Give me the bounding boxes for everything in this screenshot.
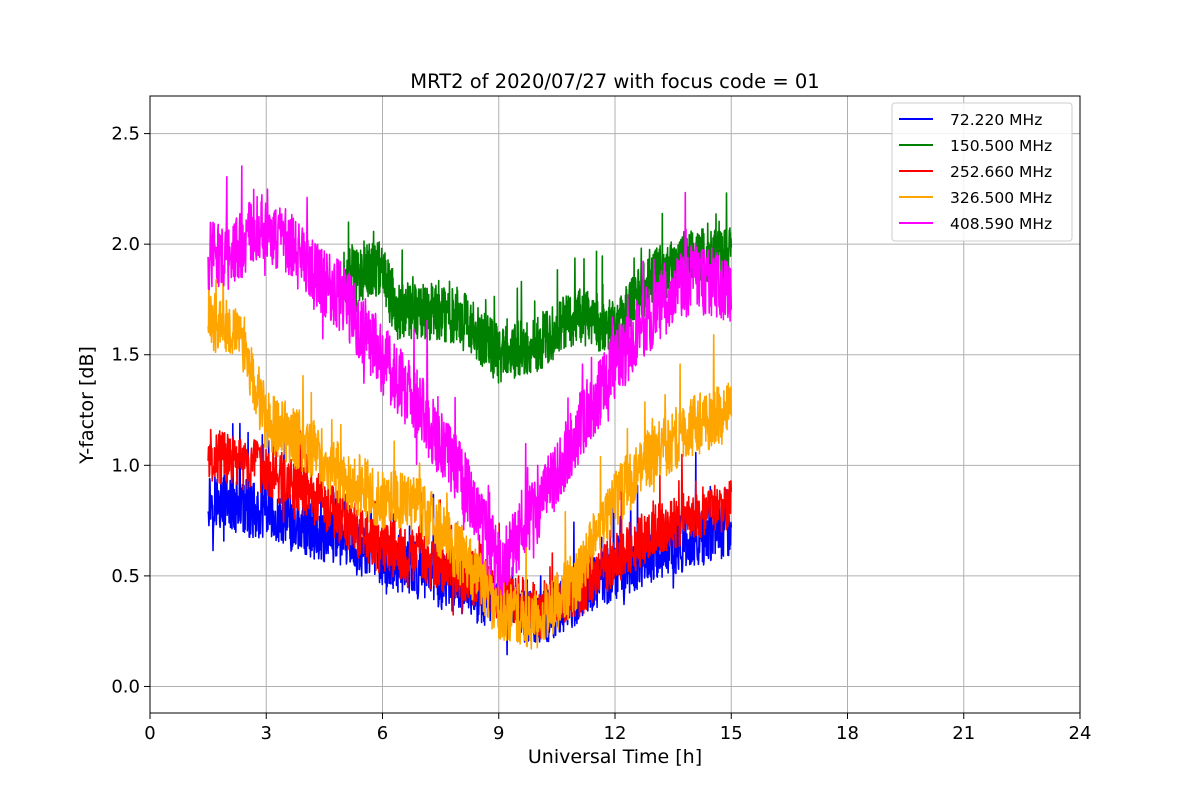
x-tick-label: 0 (144, 723, 155, 744)
x-tick-label: 9 (493, 723, 504, 744)
y-tick-label: 2.0 (111, 234, 140, 255)
legend-box (891, 102, 1073, 242)
y-tick-label: 1.0 (111, 455, 140, 476)
x-axis-ticks: 0 3 6 9 12 15 18 21 24 (144, 713, 1091, 744)
y-tick-label: 0.0 (111, 676, 140, 697)
legend-label: 150.500 MHz (950, 137, 1052, 155)
y-tick-label: 1.5 (111, 345, 140, 366)
legend-label: 252.660 MHz (950, 163, 1052, 181)
x-tick-label: 6 (377, 723, 388, 744)
x-tick-label: 3 (261, 723, 272, 744)
x-axis-title: Universal Time [h] (528, 746, 702, 768)
legend-label: 408.590 MHz (950, 215, 1052, 233)
x-tick-label: 24 (1069, 723, 1092, 744)
x-tick-label: 12 (604, 723, 627, 744)
y-axis-title: Y-factor [dB] (76, 346, 98, 465)
series-line (207, 265, 733, 650)
series-line (207, 165, 733, 596)
series-group (207, 165, 733, 656)
y-axis-ticks: 0.0 0.5 1.0 1.5 2.0 2.5 (111, 124, 150, 697)
x-tick-label: 15 (720, 723, 743, 744)
legend-label: 72.220 MHz (950, 111, 1042, 129)
y-tick-label: 2.5 (111, 124, 140, 145)
x-tick-label: 21 (952, 723, 975, 744)
chart-title: MRT2 of 2020/07/27 with focus code = 01 (410, 70, 819, 93)
series-line (343, 192, 733, 384)
x-tick-label: 18 (836, 723, 859, 744)
legend: 72.220 MHz 150.500 MHz 252.660 MHz 326.500 … (891, 102, 1073, 242)
y-tick-label: 0.5 (111, 566, 140, 587)
legend-label: 326.500 MHz (950, 189, 1052, 207)
